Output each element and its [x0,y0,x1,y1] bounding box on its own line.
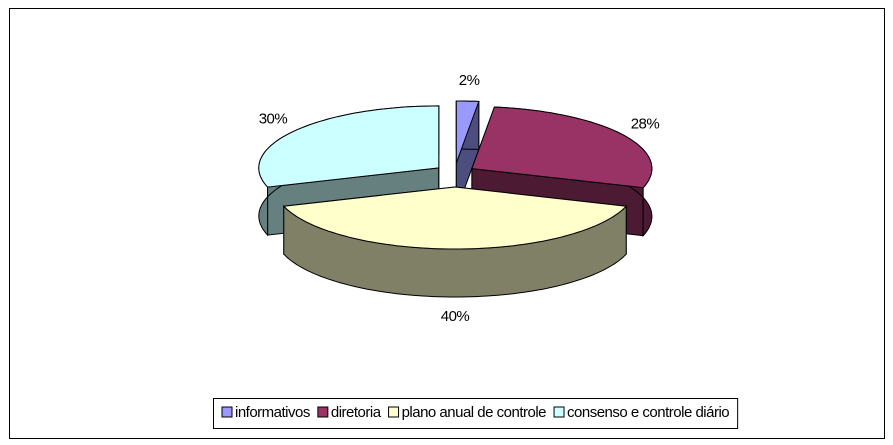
legend-swatch [553,406,565,418]
legend-label: diretoria [331,404,382,421]
legend-swatch [221,406,233,418]
legend-box [213,398,739,429]
data-label: 30% [259,111,288,128]
legend-label: consenso e controle diário [567,404,729,421]
data-label: 28% [631,116,660,133]
slice-top [258,105,440,188]
legend-swatch [388,406,400,418]
data-label: 40% [441,308,470,325]
legend: informativos diretoria plano anual de cont… [213,398,739,429]
pie-slice [282,186,628,298]
slice-top [471,106,653,189]
data-label: 2% [459,72,480,89]
slice-top [282,186,628,250]
slice-top [455,100,480,164]
legend-label: plano anual de controle [402,404,547,421]
legend-label: informativos [235,404,310,421]
legend-swatch [317,406,329,418]
